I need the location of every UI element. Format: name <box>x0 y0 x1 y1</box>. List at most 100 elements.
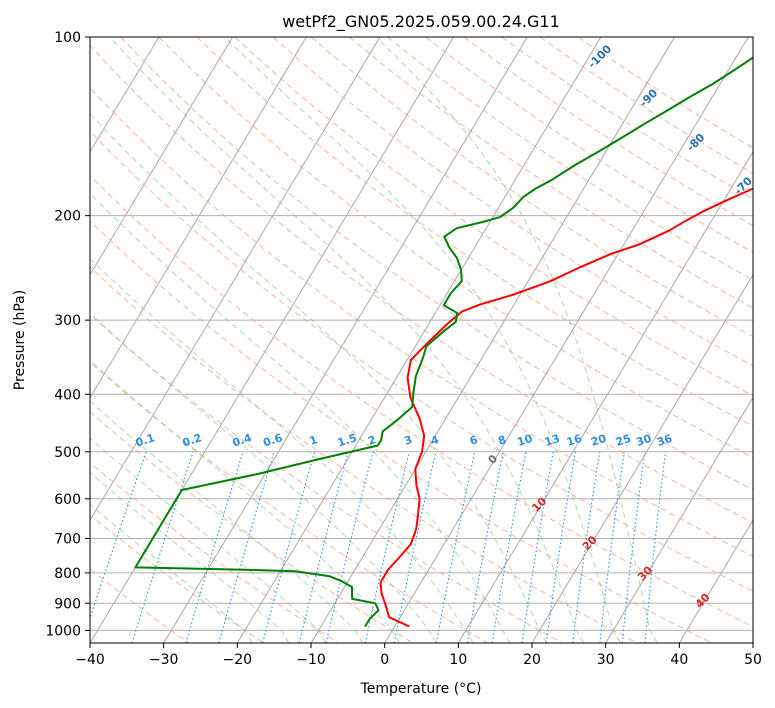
mixing-ratio-line <box>262 451 316 643</box>
isotherm-line <box>236 37 602 643</box>
isotherm-line <box>163 37 528 643</box>
profile-series <box>134 56 753 628</box>
mixing-ratio-label: 10 <box>516 432 535 449</box>
mixing-ratio-label: 1 <box>308 433 319 448</box>
y-tick-label: 400 <box>54 387 81 403</box>
y-tick-label: 200 <box>54 209 81 225</box>
x-tick-label: −30 <box>149 652 179 668</box>
plot-frame <box>89 36 754 644</box>
y-tick-label: 900 <box>54 596 81 612</box>
dry-adiabat <box>90 411 414 643</box>
mixing-ratio-line <box>185 451 244 643</box>
dry-adiabat <box>234 37 753 397</box>
moist-adiabat <box>90 113 548 643</box>
mixing-ratio-label: 0.4 <box>231 431 254 449</box>
x-tick-label: 20 <box>523 652 541 668</box>
mixing-ratio-line <box>621 451 646 643</box>
temperature-line <box>379 187 753 628</box>
y-axis-label: Pressure (hPa) <box>12 290 28 390</box>
y-axis-ticks: 100 200 300 400 500 600 700 800 900 1000 <box>45 30 90 639</box>
plot-area: 0.1 0.2 0.4 0.6 1 1.5 2 3 4 6 8 10 13 16 20 25 30 36-100-… <box>90 37 753 643</box>
moist-adiabat <box>90 359 400 643</box>
mixing-ratio-label: 6 <box>468 433 480 448</box>
mixing-ratio-line <box>572 451 601 643</box>
dry-adiabat <box>90 266 638 643</box>
dry-adiabat <box>90 514 264 643</box>
isotherm-line <box>531 273 753 643</box>
mixing-ratio-line <box>218 451 275 643</box>
moist-adiabat <box>375 37 658 643</box>
x-tick-label: −20 <box>223 652 253 668</box>
dry-adiabats <box>90 37 753 643</box>
mixing-ratio-label: 0.1 <box>134 431 157 449</box>
mixing-ratio-label: 4 <box>429 433 441 448</box>
isotherm-line <box>457 150 753 643</box>
x-tick-label: −40 <box>75 652 105 668</box>
x-axis-ticks: −40 −30 −20 −10 0 10 20 30 40 50 <box>75 643 762 668</box>
isotherm-line <box>90 37 381 522</box>
isotherm-line <box>605 396 753 643</box>
pressure-gridlines <box>90 37 753 631</box>
y-tick-label: 500 <box>54 445 81 461</box>
y-tick-label: 600 <box>54 492 81 508</box>
dry-adiabat <box>349 37 753 309</box>
mixing-ratio-label: 2 <box>366 433 377 448</box>
mixing-ratio-line <box>393 451 437 643</box>
dewpoint-line <box>134 56 753 628</box>
mixing-ratio-line <box>131 451 194 643</box>
mixing-ratio-line <box>298 451 349 643</box>
mixing-ratio-line <box>325 451 374 643</box>
mixing-ratio-label: 36 <box>655 432 674 449</box>
x-tick-label: −10 <box>296 652 326 668</box>
x-tick-label: 10 <box>449 652 467 668</box>
moist-adiabat <box>90 437 327 643</box>
mixing-ratio-line <box>545 451 576 643</box>
isotherm-line <box>90 37 234 276</box>
dry-adiabat <box>120 37 753 491</box>
mixing-ratio-label: 3 <box>403 433 414 448</box>
moist-adiabat <box>90 257 474 643</box>
moist-adiabat <box>109 37 585 643</box>
x-tick-label: 50 <box>744 652 762 668</box>
mixing-ratio-line <box>644 451 667 643</box>
dry-adiabat <box>425 37 753 254</box>
y-tick-label: 700 <box>54 532 81 548</box>
dry-adiabat <box>90 44 753 524</box>
dry-adiabat <box>90 87 753 558</box>
mixing-ratio-label: 8 <box>497 433 508 448</box>
y-tick-label: 800 <box>54 566 81 582</box>
mixing-ratio-label: 30 <box>634 432 653 449</box>
dry-adiabat <box>158 37 753 459</box>
mixing-ratio-label: 16 <box>565 432 584 449</box>
mixing-ratio-label: 20 <box>589 432 608 449</box>
y-tick-label: 300 <box>54 313 81 329</box>
mixing-ratio-label: 0.6 <box>262 431 285 449</box>
dry-adiabat <box>90 220 712 643</box>
mixing-ratio-label: 25 <box>614 432 633 449</box>
mixing-ratio-label: 1.5 <box>336 431 359 449</box>
x-axis-label: Temperature (°C) <box>360 681 482 697</box>
dry-adiabat <box>90 130 753 592</box>
mixing-ratio-label: 13 <box>543 432 562 449</box>
moist-adiabat <box>90 471 290 643</box>
y-tick-label: 1000 <box>45 623 81 639</box>
moist-adiabat <box>90 192 511 643</box>
x-tick-label: 40 <box>670 652 688 668</box>
dry-adiabat <box>196 37 753 427</box>
dry-adiabat <box>311 37 753 338</box>
y-tick-label: 100 <box>54 30 81 46</box>
moist-adiabat <box>90 400 364 643</box>
isotherm-line <box>384 37 749 643</box>
chart-title: wetPf2_GN05.2025.059.00.24.G11 <box>282 12 560 32</box>
dry-adiabat <box>90 174 753 628</box>
isotherm-line <box>90 37 307 399</box>
mixing-ratio-label: 0.2 <box>181 431 204 449</box>
isotherm-line <box>90 37 160 153</box>
dry-adiabat <box>539 37 753 174</box>
x-tick-label: 30 <box>597 652 615 668</box>
mixing-ratio-line <box>599 451 625 643</box>
dry-adiabat <box>90 462 339 643</box>
